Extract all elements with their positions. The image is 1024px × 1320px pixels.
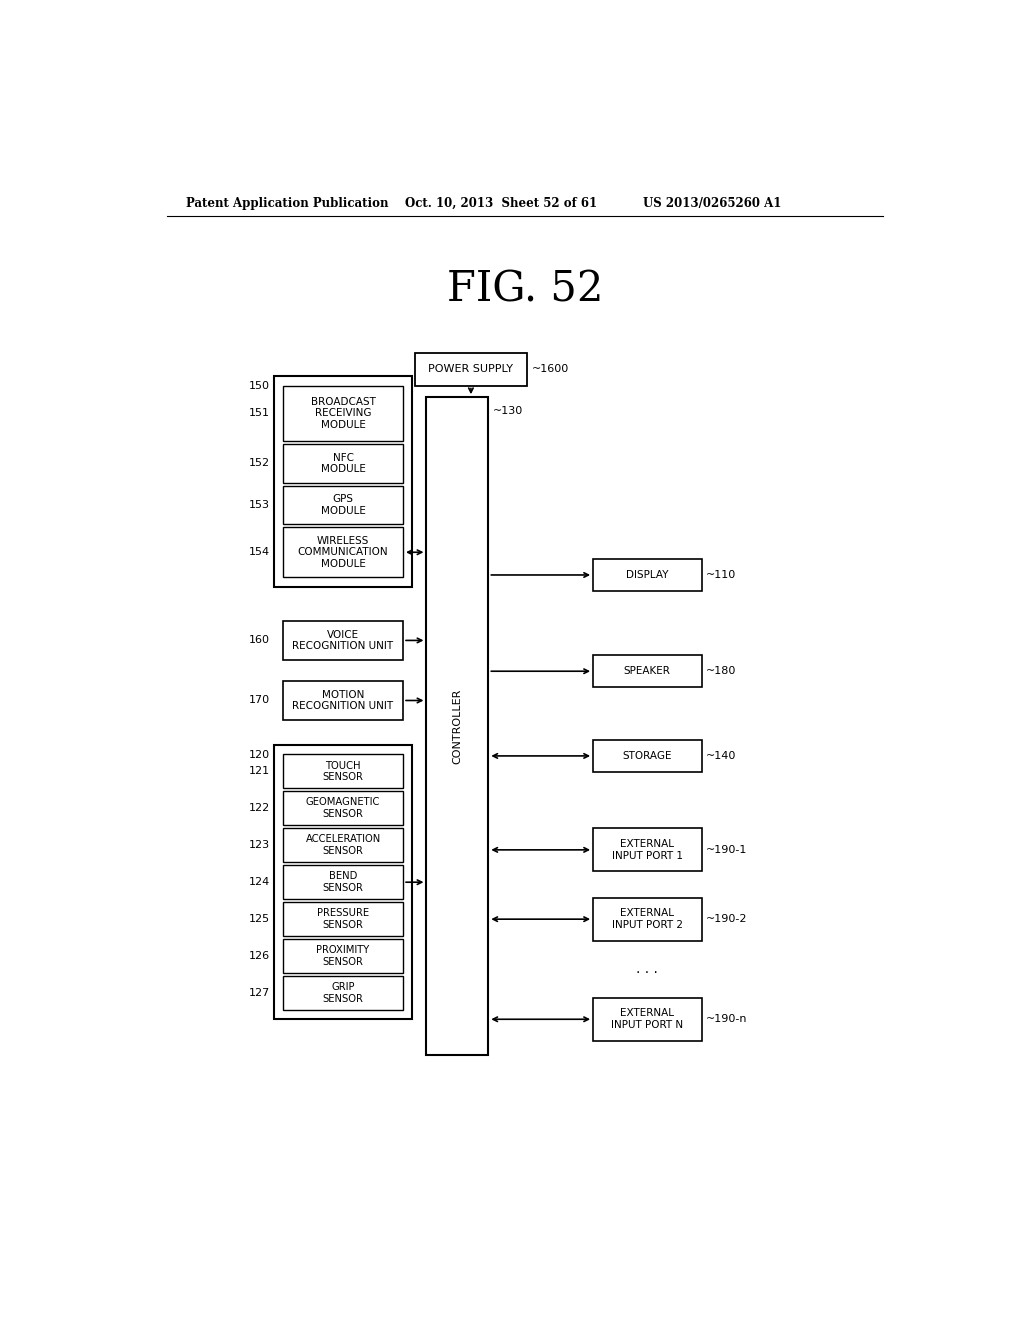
Text: US 2013/0265260 A1: US 2013/0265260 A1 <box>643 197 781 210</box>
Text: Patent Application Publication: Patent Application Publication <box>186 197 389 210</box>
Bar <box>283 903 403 936</box>
Bar <box>593 829 701 871</box>
Text: VOICE
RECOGNITION UNIT: VOICE RECOGNITION UNIT <box>293 630 393 651</box>
Text: 120: 120 <box>249 750 270 760</box>
Text: ~180: ~180 <box>707 667 736 676</box>
Text: MOTION
RECOGNITION UNIT: MOTION RECOGNITION UNIT <box>293 689 393 711</box>
Text: CONTROLLER: CONTROLLER <box>453 689 463 764</box>
Bar <box>283 622 403 660</box>
Text: 160: 160 <box>249 635 270 645</box>
Bar <box>283 681 403 719</box>
Bar <box>283 866 403 899</box>
Text: Oct. 10, 2013  Sheet 52 of 61: Oct. 10, 2013 Sheet 52 of 61 <box>406 197 598 210</box>
Text: EXTERNAL
INPUT PORT 2: EXTERNAL INPUT PORT 2 <box>611 908 683 931</box>
Text: ~110: ~110 <box>707 570 736 579</box>
Text: TOUCH
SENSOR: TOUCH SENSOR <box>323 760 364 783</box>
Text: DISPLAY: DISPLAY <box>626 570 669 579</box>
Text: 122: 122 <box>249 804 270 813</box>
Bar <box>593 739 701 772</box>
Text: PRESSURE
SENSOR: PRESSURE SENSOR <box>317 908 369 931</box>
Text: BROADCAST
RECEIVING
MODULE: BROADCAST RECEIVING MODULE <box>310 397 376 430</box>
Bar <box>283 940 403 973</box>
Text: EXTERNAL
INPUT PORT N: EXTERNAL INPUT PORT N <box>611 1008 683 1030</box>
Text: ACCELERATION
SENSOR: ACCELERATION SENSOR <box>305 834 381 857</box>
Text: SPEAKER: SPEAKER <box>624 667 671 676</box>
Text: 124: 124 <box>249 878 270 887</box>
Bar <box>593 655 701 688</box>
Bar <box>283 755 403 788</box>
Text: 151: 151 <box>249 408 270 418</box>
Text: . . .: . . . <box>636 962 658 977</box>
Text: 123: 123 <box>249 841 270 850</box>
Bar <box>273 376 413 586</box>
Bar <box>283 829 403 862</box>
Text: BEND
SENSOR: BEND SENSOR <box>323 871 364 894</box>
Bar <box>283 486 403 524</box>
Text: 153: 153 <box>249 500 270 510</box>
Bar <box>426 397 488 1056</box>
Text: GPS
MODULE: GPS MODULE <box>321 494 366 516</box>
Text: 150: 150 <box>249 381 270 391</box>
Text: ~190-2: ~190-2 <box>707 915 748 924</box>
Text: 154: 154 <box>249 548 270 557</box>
Bar <box>593 998 701 1040</box>
Text: 125: 125 <box>249 915 270 924</box>
Text: 126: 126 <box>249 952 270 961</box>
Bar <box>283 444 403 483</box>
Text: EXTERNAL
INPUT PORT 1: EXTERNAL INPUT PORT 1 <box>611 840 683 861</box>
Text: ~140: ~140 <box>707 751 736 760</box>
Text: 152: 152 <box>249 458 270 469</box>
Text: ~130: ~130 <box>493 407 523 416</box>
Bar <box>283 527 403 577</box>
Bar <box>273 744 413 1019</box>
Text: GRIP
SENSOR: GRIP SENSOR <box>323 982 364 1005</box>
Bar <box>415 354 527 385</box>
Bar <box>283 385 403 441</box>
Bar <box>283 792 403 825</box>
Text: 121: 121 <box>249 767 270 776</box>
Text: 127: 127 <box>249 989 270 998</box>
Text: NFC
MODULE: NFC MODULE <box>321 453 366 474</box>
Text: GEOMAGNETIC
SENSOR: GEOMAGNETIC SENSOR <box>306 797 380 820</box>
Text: STORAGE: STORAGE <box>623 751 672 760</box>
Text: WIRELESS
COMMUNICATION
MODULE: WIRELESS COMMUNICATION MODULE <box>298 536 388 569</box>
Text: ~1600: ~1600 <box>531 364 569 375</box>
Text: ~190-n: ~190-n <box>707 1014 748 1024</box>
Bar <box>283 977 403 1010</box>
Text: PROXIMITY
SENSOR: PROXIMITY SENSOR <box>316 945 370 968</box>
Text: ~190-1: ~190-1 <box>707 845 748 855</box>
Bar <box>593 558 701 591</box>
Text: 170: 170 <box>249 696 270 705</box>
Text: POWER SUPPLY: POWER SUPPLY <box>428 364 513 375</box>
Bar <box>593 898 701 941</box>
Text: FIG. 52: FIG. 52 <box>446 268 603 310</box>
